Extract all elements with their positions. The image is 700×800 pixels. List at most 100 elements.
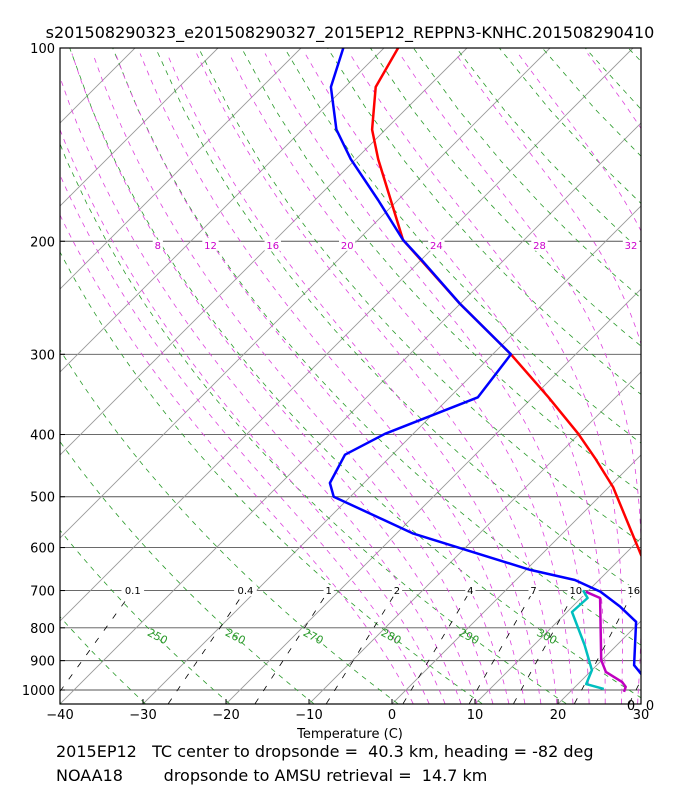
isotherm-line <box>60 48 302 290</box>
moist-adiabat-line <box>587 53 641 130</box>
dry-adiabat-line <box>284 48 641 444</box>
moist-adiabat-label-bg <box>202 239 219 251</box>
dry-adiabat-label: 250 <box>145 626 170 647</box>
moist-adiabat-label-bg <box>622 239 640 251</box>
retrieval-trace <box>328 48 641 676</box>
dry-adiabat-line <box>541 48 641 157</box>
isotherm-line <box>60 48 551 539</box>
dewpoint_a-trace <box>585 590 627 693</box>
mixing-ratio-line <box>254 590 330 704</box>
moist-adiabat-line <box>228 53 574 704</box>
plot-frame <box>59 47 642 705</box>
dry-adiabat-line <box>60 142 567 704</box>
mixing-ratio-label: 0.4 <box>237 586 253 597</box>
dry-adiabat-line <box>584 48 641 110</box>
moist-adiabat-line <box>399 53 641 704</box>
moist-adiabat-line <box>304 53 606 704</box>
y-tick-label: 900 <box>30 655 55 670</box>
y-tick-label: 400 <box>30 429 55 444</box>
mixing-ratio-line <box>628 679 641 704</box>
moist-adiabat-label: 32 <box>625 241 638 252</box>
dry-adiabat-label: 270 <box>301 626 326 647</box>
moist-adiabat-line <box>60 128 446 704</box>
mixing-ratio-line <box>468 590 534 704</box>
mixing-ratio-line <box>167 590 246 704</box>
y-tick-label: 1000 <box>22 684 55 699</box>
mixing-ratio-label: 2 <box>394 586 400 597</box>
dry-adiabat-line <box>370 48 641 347</box>
dry-adiabat-line <box>60 251 483 704</box>
moist-adiabat-label-bg <box>264 239 281 251</box>
moist-adiabat-line <box>517 53 641 232</box>
mixing-ratio-label-bg <box>234 585 257 597</box>
moist-adiabat-label-bg <box>531 239 548 251</box>
dewpoint_b-trace <box>570 589 605 691</box>
x-tick-label: −10 <box>295 708 322 723</box>
mixing-ratio-label: 7 <box>530 586 536 597</box>
axes: −40 −30 −20 −10 0 10 20 30100200300400500600700… <box>22 42 654 723</box>
dry-adiabat-line <box>60 529 230 704</box>
chart-title: s201508290323_e201508290327_2015EP12_REP… <box>46 23 655 43</box>
dry-adiabat-line <box>60 616 146 704</box>
dry-adiabat-label: 300 <box>534 626 559 647</box>
moist-adiabat-line <box>92 53 494 704</box>
isotherm-line <box>60 48 468 456</box>
moist-adiabat-line <box>60 214 414 704</box>
mixing-ratio-label-bg <box>625 585 642 597</box>
dry-adiabat-line <box>198 48 641 544</box>
mixing-ratio-line <box>60 590 134 693</box>
background-lines <box>0 48 700 704</box>
dry-adiabat-line <box>327 48 641 395</box>
mixing-ratio-line <box>326 590 398 704</box>
moist-adiabat-label: 28 <box>533 241 546 252</box>
isotherm-line <box>60 48 136 124</box>
y-tick-label: 500 <box>30 491 55 506</box>
isotherm-line <box>226 288 641 704</box>
mixing-ratio-label-bg <box>567 585 585 597</box>
x-tick-label: −40 <box>46 708 73 723</box>
mixing-ratio-label: 4 <box>467 586 473 597</box>
dry-adiabat-line <box>241 48 641 494</box>
moist-adiabat-label-bg <box>339 239 356 251</box>
dry-adiabat-label: 280 <box>379 626 404 647</box>
isotherm-line <box>309 371 641 704</box>
dry-adiabat-label: 290 <box>457 626 482 647</box>
mixing-ratio-label: 10 <box>569 586 582 597</box>
y-tick-label: 600 <box>30 542 55 557</box>
corner-label: 0 <box>627 699 635 714</box>
moist-adiabat-line <box>662 54 700 704</box>
moist-adiabat-label: 20 <box>341 241 354 252</box>
mixing-ratio-label-bg <box>528 585 539 597</box>
x-tick-label: 10 <box>467 708 484 723</box>
x-axis-label: Temperature (C) <box>296 727 403 740</box>
moist-adiabat-line <box>115 53 510 704</box>
temperature-trace <box>370 48 641 557</box>
mixing-ratio-label-bg <box>323 585 334 597</box>
isotherm-line <box>0 48 52 704</box>
moist-adiabat-label-bg <box>152 239 163 251</box>
isotherm-line <box>392 454 641 704</box>
x-tick-label: −30 <box>129 708 156 723</box>
dry-adiabat-line <box>60 441 314 704</box>
moist-adiabat-label: 12 <box>204 241 217 252</box>
mixing-ratio-label: 0.1 <box>125 586 141 597</box>
mixing-ratio-label-bg <box>391 585 403 597</box>
x-tick-label: −20 <box>212 708 239 723</box>
moist-adiabat-label: 24 <box>430 241 443 252</box>
y-tick-label: 100 <box>30 42 55 57</box>
moist-adiabat-label: 16 <box>266 241 279 252</box>
mixing-ratio-label-bg <box>465 585 476 597</box>
dry-adiabat-line <box>60 701 62 704</box>
moist-adiabat-line <box>196 53 558 704</box>
corner-label: 0 <box>646 699 654 714</box>
mixing-ratio-line <box>513 590 577 704</box>
y-tick-label: 800 <box>30 622 55 637</box>
isotherm-line <box>60 48 634 622</box>
dry-adiabat-line <box>671 48 700 704</box>
mixing-ratio-label: 1 <box>325 586 331 597</box>
moist-adiabat-line <box>60 173 430 704</box>
isotherm-line <box>60 48 385 373</box>
skewt-chart: s201508290323_e201508290327_2015EP12_REP… <box>0 23 700 742</box>
